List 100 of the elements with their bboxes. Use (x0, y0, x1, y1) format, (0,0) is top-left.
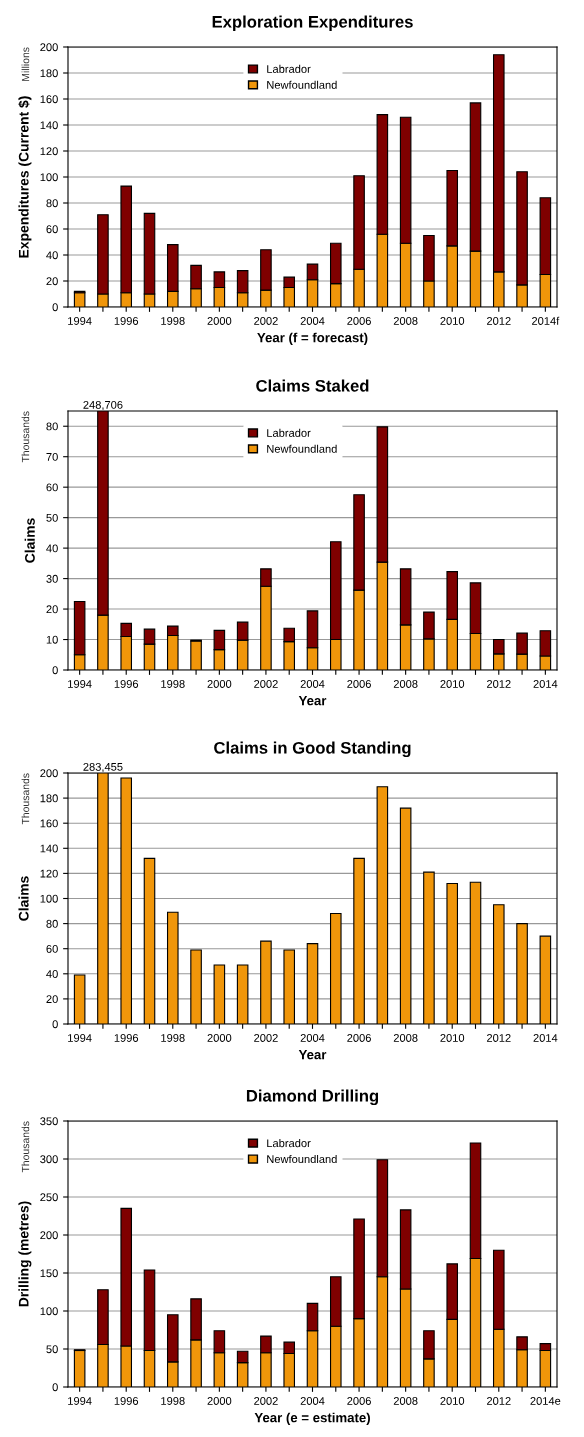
x-tick-label: 2002 (254, 317, 278, 325)
x-tick-label: 2000 (207, 680, 232, 688)
x-tick-label: 1994 (68, 680, 92, 688)
y-tick-label: 40 (46, 544, 58, 553)
y-tick-label: 180 (40, 69, 58, 78)
x-tick-label: 2008 (393, 680, 418, 688)
y-tick-label: 60 (46, 225, 58, 234)
x-tick-label: 2010 (440, 1397, 465, 1405)
x-tick-label: 1994 (68, 1397, 92, 1405)
x-tick-label: 2014f (532, 316, 560, 325)
x-tick-label: 2000 (207, 1397, 232, 1405)
y-tick-label: 100 (40, 1307, 58, 1316)
x-tick-label: 2000 (207, 317, 232, 325)
x-tick-label: 2000 (207, 1034, 232, 1042)
y-tick-label: 80 (46, 199, 58, 208)
y-axis-title: Claims (18, 876, 29, 921)
chart-title: Diamond Drilling (246, 1089, 379, 1106)
x-tick-label: 2008 (393, 317, 418, 325)
y-tick-label: 200 (40, 769, 58, 778)
x-tick-label: 2006 (347, 317, 371, 325)
x-tick-label: 2004 (300, 680, 325, 688)
x-axis-title: Year (e = estimate) (254, 1412, 370, 1425)
x-tick-label: 2010 (440, 680, 465, 688)
x-tick-label: 1996 (114, 317, 139, 325)
x-tick-label: 1994 (68, 1034, 92, 1042)
x-tick-label: 2004 (300, 1034, 325, 1042)
y-tick-label: 140 (40, 121, 58, 130)
legend-label: Newfoundland (267, 444, 337, 453)
x-tick-label: 2012 (486, 680, 511, 688)
x-tick-label: 2014e (530, 1397, 561, 1405)
x-tick-label: 2002 (254, 680, 278, 688)
x-tick-label: 2010 (440, 317, 465, 325)
legend-label: Labrador (267, 1138, 311, 1148)
x-tick-label: 2008 (393, 1397, 418, 1405)
x-tick-label: 2012 (486, 317, 511, 325)
y-tick-label: 200 (40, 1231, 58, 1240)
x-tick-label: 2012 (486, 1397, 511, 1405)
y-tick-label: 250 (40, 1193, 58, 1202)
x-axis-title: Year (298, 1050, 327, 1060)
y-tick-label: 100 (40, 894, 58, 903)
legend-label: Labrador (267, 428, 311, 437)
y-tick-label: 20 (46, 277, 58, 286)
y-tick-label: 60 (46, 483, 58, 492)
x-tick-label: 2004 (300, 317, 325, 325)
x-tick-label: 2008 (393, 1034, 418, 1042)
x-tick-label: 2004 (300, 1397, 325, 1405)
chart-title: Exploration Expenditures (212, 15, 413, 32)
y-tick-label: 300 (40, 1155, 58, 1164)
y-tick-label: 140 (40, 844, 58, 853)
text: Millions (21, 47, 30, 81)
y-tick-label: 160 (40, 95, 58, 104)
y-tick-label: 120 (40, 147, 58, 156)
x-tick-label: 1996 (114, 1397, 139, 1405)
y-tick-label: 150 (40, 1269, 58, 1278)
y-tick-label: 100 (40, 173, 58, 182)
x-tick-label: 2010 (440, 1034, 465, 1042)
x-tick-label: 2006 (347, 1397, 371, 1405)
y-tick-label: 20 (46, 605, 58, 614)
y-tick-label: 10 (46, 635, 58, 644)
x-tick-label: 2012 (486, 1034, 511, 1042)
x-tick-label: 2006 (347, 680, 371, 688)
x-tick-label: 1998 (161, 1397, 185, 1405)
y-tick-label: 70 (46, 452, 58, 461)
chart-title: Claims in Good Standing (214, 741, 411, 758)
y-tick-label: 0 (52, 303, 58, 312)
y-tick-label: 0 (52, 666, 58, 675)
y-tick-label: 80 (46, 919, 58, 928)
y-tick-label: 350 (40, 1117, 58, 1126)
x-tick-label: 2002 (254, 1397, 278, 1405)
x-tick-label: 2014 (533, 680, 558, 688)
y-tick-label: 20 (46, 995, 58, 1004)
x-tick-label: 1994 (68, 317, 92, 325)
y-tick-label: 120 (40, 869, 58, 878)
annotation: 248,706 (83, 400, 123, 411)
text: Thousands (21, 773, 30, 825)
x-tick-label: 1996 (114, 680, 139, 688)
y-tick-label: 50 (46, 1345, 58, 1354)
text: Thousands (21, 1121, 30, 1173)
y-axis-title: Drilling (metres) (18, 1201, 32, 1307)
x-tick-label: 2014 (533, 1034, 558, 1042)
y-tick-label: 0 (52, 1020, 58, 1029)
annotation: 283,455 (83, 762, 123, 773)
y-tick-label: 160 (40, 819, 58, 828)
x-tick-label: 1996 (114, 1034, 139, 1042)
y-tick-label: 80 (46, 422, 58, 431)
y-tick-label: 40 (46, 251, 58, 260)
x-axis-title: Year (298, 696, 327, 706)
x-tick-label: 2006 (347, 1034, 371, 1042)
y-axis-title: Expenditures (Current $) (18, 96, 32, 258)
y-tick-label: 0 (52, 1383, 58, 1392)
text: Thousands (21, 411, 30, 463)
legend-label: Newfoundland (267, 80, 337, 89)
y-tick-label: 40 (46, 970, 58, 978)
x-tick-label: 1998 (161, 1034, 185, 1042)
y-tick-label: 30 (46, 574, 58, 583)
y-axis-title: Claims (24, 518, 35, 563)
legend-label: Newfoundland (267, 1154, 337, 1164)
x-axis-title: Year (f = forecast) (257, 332, 368, 345)
y-tick-label: 200 (40, 43, 58, 52)
chart-title: Claims Staked (256, 379, 369, 392)
